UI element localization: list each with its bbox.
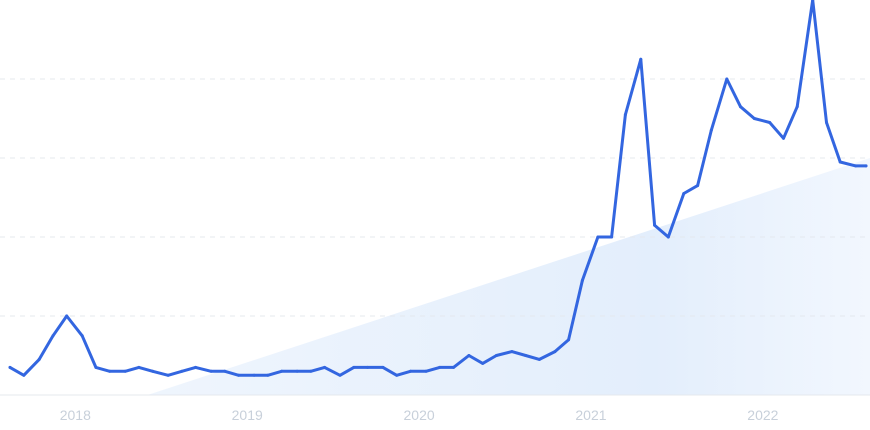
data-point bbox=[395, 373, 399, 377]
trend-area bbox=[147, 158, 870, 395]
data-point bbox=[623, 113, 627, 117]
data-point bbox=[280, 369, 284, 373]
data-point bbox=[452, 365, 455, 369]
data-point bbox=[22, 373, 26, 377]
data-point bbox=[481, 361, 485, 365]
data-point bbox=[438, 365, 442, 369]
data-point bbox=[65, 314, 69, 318]
data-point bbox=[610, 235, 614, 239]
data-point bbox=[309, 369, 313, 373]
data-point bbox=[537, 357, 541, 361]
data-point bbox=[510, 350, 514, 354]
x-tick-label: 2018 bbox=[60, 407, 91, 423]
data-point bbox=[80, 334, 84, 338]
data-point bbox=[424, 369, 428, 373]
data-point bbox=[223, 369, 227, 373]
data-point bbox=[811, 0, 815, 2]
data-point bbox=[782, 136, 785, 140]
data-point bbox=[151, 369, 155, 373]
data-point bbox=[323, 365, 327, 369]
data-point bbox=[137, 365, 141, 369]
data-point bbox=[366, 365, 369, 369]
data-point bbox=[180, 369, 184, 373]
data-point bbox=[666, 235, 670, 239]
data-point bbox=[682, 192, 686, 195]
data-point bbox=[795, 105, 799, 109]
data-point bbox=[381, 365, 385, 369]
data-point bbox=[752, 117, 756, 120]
data-point bbox=[237, 373, 241, 377]
data-point bbox=[467, 354, 471, 357]
data-point bbox=[639, 57, 643, 61]
data-point bbox=[524, 354, 528, 357]
data-point bbox=[725, 77, 729, 81]
data-point bbox=[51, 334, 55, 338]
data-point bbox=[494, 354, 498, 357]
data-point bbox=[838, 160, 842, 164]
data-point bbox=[653, 223, 657, 227]
data-point bbox=[696, 184, 700, 188]
data-point bbox=[166, 373, 170, 377]
data-point bbox=[864, 164, 868, 168]
data-point bbox=[37, 357, 41, 361]
data-point bbox=[123, 369, 127, 373]
data-point bbox=[194, 365, 198, 369]
x-tick-label: 2019 bbox=[232, 407, 263, 423]
data-point bbox=[409, 369, 412, 373]
data-point bbox=[567, 338, 571, 342]
data-point bbox=[553, 350, 557, 354]
x-tick-label: 2020 bbox=[404, 407, 435, 423]
data-point bbox=[739, 105, 742, 109]
data-point bbox=[768, 121, 772, 124]
data-point bbox=[295, 369, 299, 373]
data-point bbox=[209, 369, 213, 373]
data-point bbox=[352, 365, 356, 369]
data-point bbox=[338, 373, 342, 377]
data-point bbox=[108, 369, 112, 373]
data-point bbox=[580, 278, 584, 282]
data-point bbox=[252, 373, 256, 377]
data-point bbox=[825, 121, 828, 124]
data-point bbox=[596, 235, 600, 239]
data-point bbox=[94, 365, 98, 369]
data-point bbox=[854, 164, 858, 168]
data-point bbox=[709, 128, 713, 132]
data-point bbox=[8, 365, 12, 369]
data-point bbox=[266, 373, 270, 377]
x-tick-label: 2021 bbox=[575, 407, 606, 423]
x-tick-label: 2022 bbox=[747, 407, 778, 423]
